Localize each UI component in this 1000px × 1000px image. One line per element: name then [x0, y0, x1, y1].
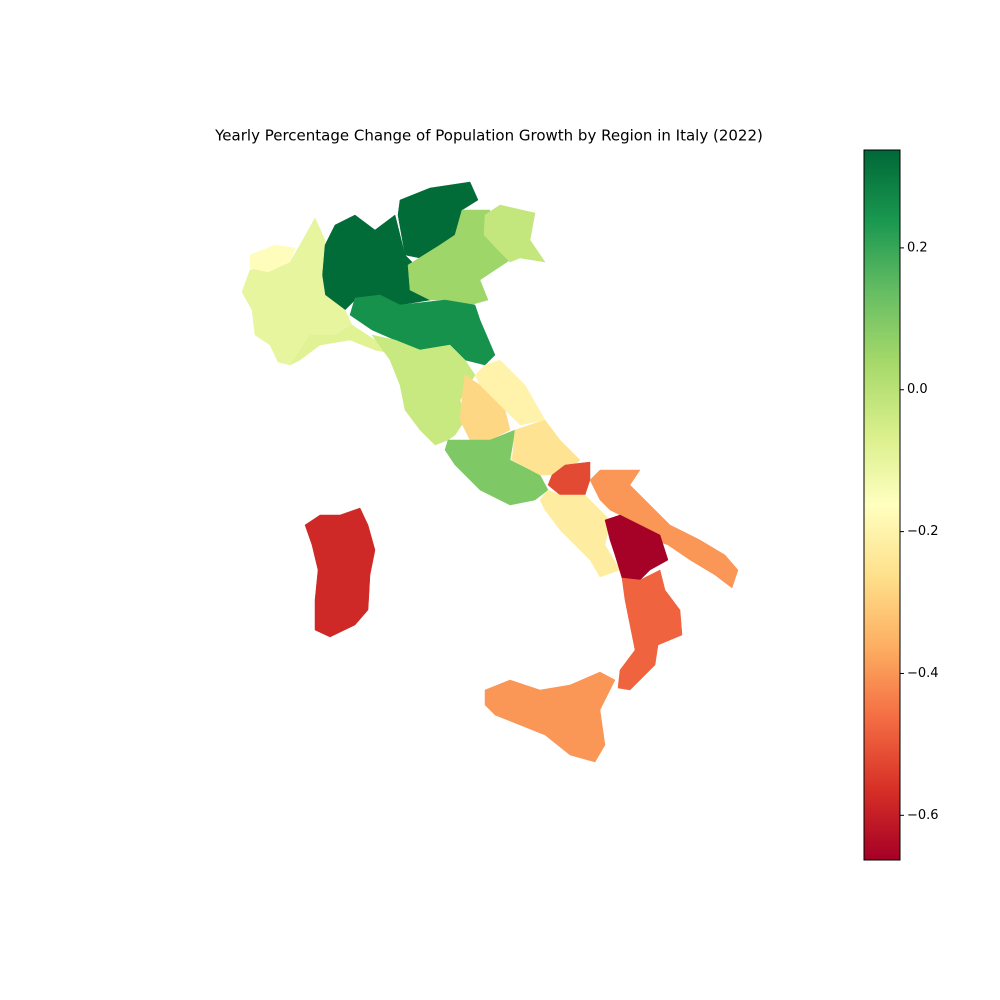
region — [617, 569, 683, 691]
colorbar-axis: −0.6 −0.4 −0.2 0.0 0.2 — [900, 240, 939, 823]
region — [604, 514, 669, 581]
region — [289, 324, 386, 366]
regions — [241, 181, 739, 763]
region — [484, 671, 616, 763]
region — [539, 489, 621, 578]
colorbar — [863, 149, 901, 861]
region — [483, 204, 546, 263]
colorbar-tick-label: 0.0 — [907, 382, 928, 397]
region — [249, 244, 296, 273]
region — [371, 334, 476, 446]
region — [304, 507, 376, 638]
colorbar-tick-label: −0.4 — [907, 666, 939, 681]
colorbar-tick-label: −0.6 — [907, 808, 939, 823]
colorbar-tick-label: −0.2 — [907, 524, 939, 539]
colorbar-tick-label: 0.2 — [907, 240, 928, 255]
map-title: Yearly Percentage Change of Population G… — [214, 127, 763, 145]
